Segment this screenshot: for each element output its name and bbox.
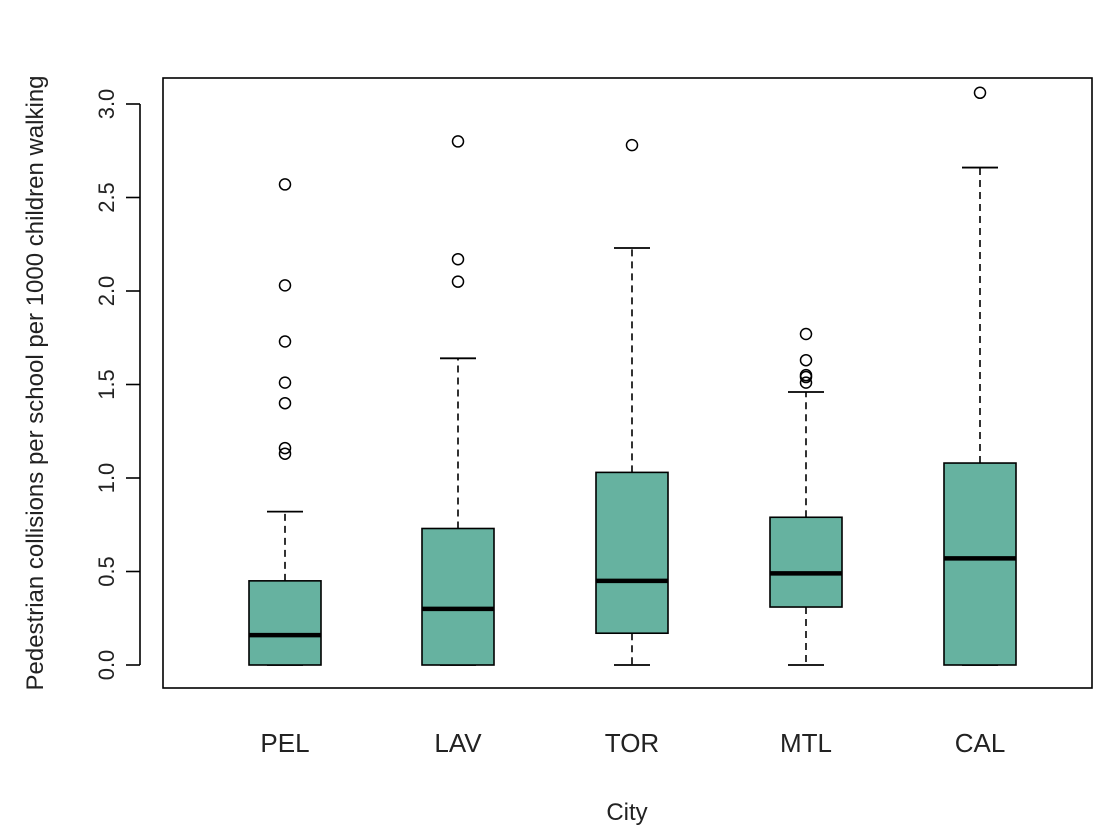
x-category-label: CAL: [955, 728, 1006, 758]
outlier-point: [799, 353, 813, 367]
x-axis-title: City: [606, 799, 647, 826]
outlier-point: [278, 447, 292, 460]
outlier-point: [278, 441, 292, 455]
outlier-point: [973, 86, 987, 100]
outlier-point: [278, 376, 292, 389]
outlier-point: [625, 138, 639, 152]
y-tick-label: 2.0: [94, 276, 119, 307]
iqr-box: [769, 516, 843, 608]
iqr-box: [248, 580, 322, 666]
outlier-point: [278, 178, 292, 191]
y-tick-label: 1.0: [94, 463, 119, 494]
box-group-tor: [595, 138, 669, 666]
y-tick-label: 3.0: [94, 89, 119, 120]
box-group-pel: [248, 178, 322, 666]
y-tick-label: 0.0: [94, 650, 119, 681]
outlier-point: [799, 368, 813, 382]
outlier-point: [278, 335, 292, 348]
y-axis-title: Pedestrian collisions per school per 100…: [22, 75, 49, 690]
y-tick-label: 0.5: [94, 556, 119, 587]
x-category-label: PEL: [260, 728, 309, 758]
x-category-label: LAV: [434, 728, 482, 758]
iqr-box: [943, 462, 1017, 666]
outlier-point: [278, 396, 292, 410]
iqr-box: [421, 527, 495, 666]
iqr-box: [595, 471, 669, 635]
y-axis: 0.0 0.5 1.0 1.5 2.0 2.5 3.0: [94, 89, 141, 681]
outlier-point: [799, 327, 813, 341]
box-group-lav: [421, 135, 495, 666]
boxes: [248, 86, 1017, 666]
outlier-point: [451, 252, 465, 266]
outlier-point: [451, 275, 465, 288]
outlier-point: [278, 279, 292, 292]
box-group-cal: [943, 86, 1017, 666]
outlier-point: [799, 376, 813, 389]
x-category-label: MTL: [780, 728, 832, 758]
outlier-point: [451, 135, 465, 148]
y-tick-label: 2.5: [94, 182, 119, 213]
x-axis-labels: PEL LAV TOR MTL CAL: [260, 728, 1005, 758]
y-tick-label: 1.5: [94, 369, 119, 400]
box-group-mtl: [769, 327, 843, 666]
x-category-label: TOR: [605, 728, 659, 758]
plot-frame: [162, 77, 1093, 689]
